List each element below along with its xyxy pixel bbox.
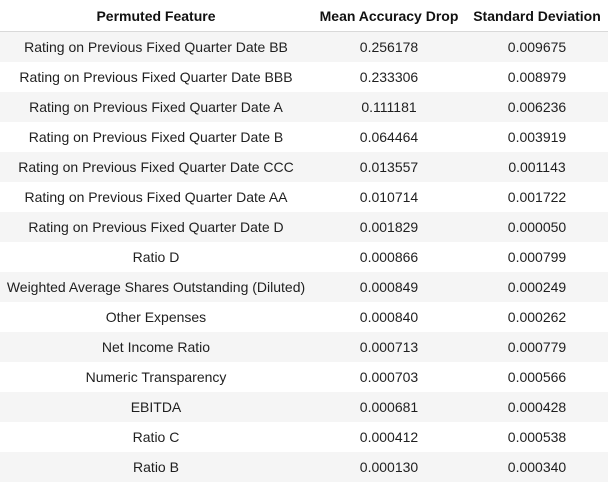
table-row: Rating on Previous Fixed Quarter Date CC… <box>0 152 608 182</box>
cell-mean-drop: 0.000681 <box>312 392 466 422</box>
cell-feature: Numeric Transparency <box>0 362 312 392</box>
cell-feature: Ratio D <box>0 242 312 272</box>
cell-feature: Rating on Previous Fixed Quarter Date AA <box>0 182 312 212</box>
cell-std-dev: 0.001143 <box>466 152 608 182</box>
cell-mean-drop: 0.000130 <box>312 452 466 482</box>
cell-mean-drop: 0.233306 <box>312 62 466 92</box>
cell-std-dev: 0.000538 <box>466 422 608 452</box>
cell-mean-drop: 0.111181 <box>312 92 466 122</box>
table-row: Other Expenses 0.000840 0.000262 <box>0 302 608 332</box>
header-permuted-feature: Permuted Feature <box>0 0 312 32</box>
cell-feature: Rating on Previous Fixed Quarter Date B <box>0 122 312 152</box>
header-standard-deviation: Standard Deviation <box>466 0 608 32</box>
table-row: Numeric Transparency 0.000703 0.000566 <box>0 362 608 392</box>
cell-std-dev: 0.000799 <box>466 242 608 272</box>
table-row: Ratio D 0.000866 0.000799 <box>0 242 608 272</box>
cell-std-dev: 0.000779 <box>466 332 608 362</box>
header-row: Permuted Feature Mean Accuracy Drop Stan… <box>0 0 608 32</box>
cell-mean-drop: 0.013557 <box>312 152 466 182</box>
cell-std-dev: 0.000340 <box>466 452 608 482</box>
cell-feature: EBITDA <box>0 392 312 422</box>
table-row: Rating on Previous Fixed Quarter Date D … <box>0 212 608 242</box>
cell-std-dev: 0.003919 <box>466 122 608 152</box>
cell-feature: Net Income Ratio <box>0 332 312 362</box>
cell-feature: Rating on Previous Fixed Quarter Date CC… <box>0 152 312 182</box>
cell-feature: Ratio C <box>0 422 312 452</box>
table-row: Weighted Average Shares Outstanding (Dil… <box>0 272 608 302</box>
cell-std-dev: 0.006236 <box>466 92 608 122</box>
table-row: Rating on Previous Fixed Quarter Date B … <box>0 122 608 152</box>
cell-mean-drop: 0.000840 <box>312 302 466 332</box>
cell-feature: Rating on Previous Fixed Quarter Date A <box>0 92 312 122</box>
cell-feature: Rating on Previous Fixed Quarter Date D <box>0 212 312 242</box>
table-row: Ratio B 0.000130 0.000340 <box>0 452 608 482</box>
cell-mean-drop: 0.000703 <box>312 362 466 392</box>
cell-mean-drop: 0.000849 <box>312 272 466 302</box>
table-row: Ratio C 0.000412 0.000538 <box>0 422 608 452</box>
cell-mean-drop: 0.010714 <box>312 182 466 212</box>
cell-feature: Ratio B <box>0 452 312 482</box>
cell-mean-drop: 0.000412 <box>312 422 466 452</box>
cell-std-dev: 0.001722 <box>466 182 608 212</box>
table-row: Rating on Previous Fixed Quarter Date AA… <box>0 182 608 212</box>
cell-feature: Rating on Previous Fixed Quarter Date BB… <box>0 62 312 92</box>
cell-std-dev: 0.000566 <box>466 362 608 392</box>
cell-feature: Other Expenses <box>0 302 312 332</box>
cell-mean-drop: 0.001829 <box>312 212 466 242</box>
table-body: Rating on Previous Fixed Quarter Date BB… <box>0 31 608 482</box>
cell-std-dev: 0.000050 <box>466 212 608 242</box>
table-row: Rating on Previous Fixed Quarter Date BB… <box>0 31 608 62</box>
table-row: Net Income Ratio 0.000713 0.000779 <box>0 332 608 362</box>
cell-mean-drop: 0.000713 <box>312 332 466 362</box>
cell-feature: Rating on Previous Fixed Quarter Date BB <box>0 31 312 62</box>
cell-std-dev: 0.000249 <box>466 272 608 302</box>
table-row: EBITDA 0.000681 0.000428 <box>0 392 608 422</box>
cell-mean-drop: 0.256178 <box>312 31 466 62</box>
cell-std-dev: 0.009675 <box>466 31 608 62</box>
header-mean-accuracy-drop: Mean Accuracy Drop <box>312 0 466 32</box>
cell-mean-drop: 0.000866 <box>312 242 466 272</box>
table-row: Rating on Previous Fixed Quarter Date A … <box>0 92 608 122</box>
table-row: Rating on Previous Fixed Quarter Date BB… <box>0 62 608 92</box>
cell-mean-drop: 0.064464 <box>312 122 466 152</box>
table-header: Permuted Feature Mean Accuracy Drop Stan… <box>0 0 608 32</box>
cell-std-dev: 0.000428 <box>466 392 608 422</box>
cell-feature: Weighted Average Shares Outstanding (Dil… <box>0 272 312 302</box>
cell-std-dev: 0.000262 <box>466 302 608 332</box>
cell-std-dev: 0.008979 <box>466 62 608 92</box>
